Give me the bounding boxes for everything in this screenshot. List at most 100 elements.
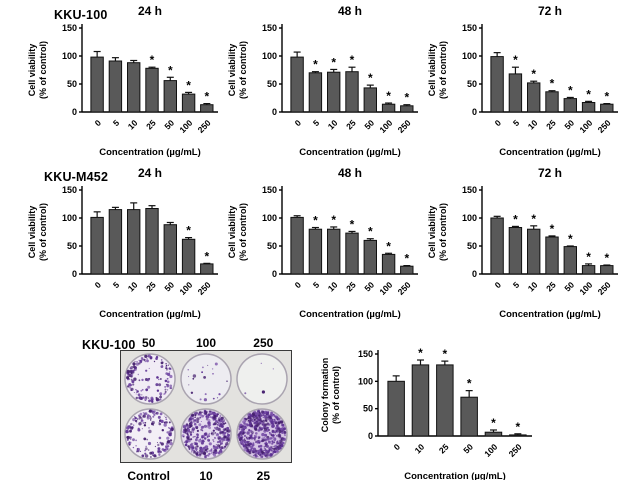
svg-text:*: *	[605, 251, 610, 265]
svg-text:150: 150	[262, 185, 277, 195]
svg-text:0: 0	[93, 280, 104, 291]
svg-text:Cell viability: Cell viability	[27, 44, 37, 97]
svg-text:50: 50	[562, 118, 576, 132]
svg-text:50: 50	[67, 79, 77, 89]
svg-text:150: 150	[462, 185, 477, 195]
svg-text:*: *	[513, 53, 518, 67]
plate-top-labels: 50 100 250	[120, 337, 292, 350]
well-label-100: 100	[195, 336, 216, 350]
svg-text:0: 0	[272, 107, 277, 117]
svg-text:100: 100	[358, 376, 373, 386]
svg-text:100: 100	[482, 442, 499, 459]
svg-text:Concentration (µg/mL): Concentration (µg/mL)	[404, 471, 506, 480]
svg-text:*: *	[586, 87, 591, 101]
svg-text:50: 50	[562, 280, 576, 294]
svg-text:5: 5	[311, 118, 322, 129]
svg-text:Cell viability: Cell viability	[227, 44, 237, 97]
svg-text:*: *	[350, 217, 355, 231]
svg-text:250: 250	[396, 118, 413, 135]
svg-text:10: 10	[526, 280, 540, 294]
svg-text:250: 250	[507, 442, 524, 459]
svg-text:*: *	[405, 252, 410, 266]
svg-text:0: 0	[368, 431, 373, 441]
svg-text:*: *	[313, 58, 318, 72]
svg-text:Cell viability: Cell viability	[227, 206, 237, 259]
svg-text:100: 100	[462, 51, 477, 61]
svg-text:(% of control): (% of control)	[38, 41, 48, 99]
svg-text:*: *	[568, 83, 573, 97]
svg-text:100: 100	[377, 118, 394, 135]
svg-text:50: 50	[362, 118, 376, 132]
svg-text:100: 100	[462, 213, 477, 223]
svg-text:5: 5	[111, 280, 122, 291]
svg-text:*: *	[531, 67, 536, 81]
svg-text:25: 25	[344, 280, 358, 294]
svg-text:72 h: 72 h	[538, 166, 562, 180]
chart-kku100-48h: 48 h Cell viability (% of control) 0 50 100 15…	[226, 2, 426, 158]
svg-text:Cell viability: Cell viability	[27, 206, 37, 259]
svg-text:0: 0	[392, 442, 403, 453]
svg-text:50: 50	[267, 79, 277, 89]
well-label-50: 50	[141, 336, 156, 350]
svg-text:50: 50	[363, 404, 373, 414]
svg-text:*: *	[386, 239, 391, 253]
chart-colony-formation: Colony formation (% of control) 0 50 100 150 0…	[318, 330, 548, 480]
svg-text:150: 150	[358, 349, 373, 359]
chart-kku100-24h: 24 h Cell viability (% of control) 0 50 100 15…	[26, 2, 226, 158]
svg-text:*: *	[550, 222, 555, 236]
chart-kkum452-72h: 72 h Cell viability (% of control) 0 50 100 15…	[426, 164, 626, 320]
svg-text:*: *	[313, 214, 318, 228]
svg-text:*: *	[331, 213, 336, 227]
chart-kkum452-24h: 24 h Cell viability (% of control) 0 50 100 15…	[26, 164, 226, 320]
svg-text:24 h: 24 h	[138, 4, 162, 18]
svg-text:5: 5	[511, 280, 522, 291]
svg-text:*: *	[150, 53, 155, 67]
cell-line-label-kku100: KKU-100	[54, 8, 108, 22]
svg-text:25: 25	[544, 280, 558, 294]
svg-text:250: 250	[196, 118, 213, 135]
svg-text:Concentration (µg/mL): Concentration (µg/mL)	[499, 147, 601, 158]
svg-text:10: 10	[526, 118, 540, 132]
svg-text:*: *	[386, 89, 391, 103]
svg-text:*: *	[442, 347, 447, 361]
svg-text:*: *	[467, 377, 472, 391]
svg-text:0: 0	[493, 280, 504, 291]
svg-text:(% of control): (% of control)	[438, 203, 448, 261]
svg-text:*: *	[550, 77, 555, 91]
svg-text:25: 25	[344, 118, 358, 132]
svg-text:0: 0	[493, 118, 504, 129]
chart-kkum452-48h: 48 h Cell viability (% of control) 0 50 100 15…	[226, 164, 426, 320]
svg-text:100: 100	[577, 280, 594, 297]
svg-text:150: 150	[262, 23, 277, 33]
svg-text:10: 10	[126, 280, 140, 294]
svg-text:*: *	[605, 90, 610, 104]
svg-text:*: *	[586, 250, 591, 264]
svg-text:24 h: 24 h	[138, 166, 162, 180]
svg-text:*: *	[186, 224, 191, 238]
well-label-250: 250	[253, 336, 274, 350]
svg-text:150: 150	[462, 23, 477, 33]
svg-text:10: 10	[413, 442, 427, 456]
svg-text:48 h: 48 h	[338, 166, 362, 180]
svg-text:*: *	[418, 346, 423, 360]
svg-text:Concentration (µg/mL): Concentration (µg/mL)	[299, 309, 401, 320]
svg-text:72 h: 72 h	[538, 4, 562, 18]
svg-text:100: 100	[577, 118, 594, 135]
svg-text:*: *	[405, 91, 410, 105]
viability-row-kkum452: 24 h Cell viability (% of control) 0 50 100 15…	[26, 164, 626, 320]
svg-text:*: *	[205, 90, 210, 104]
cell-line-label-kkum452: KKU-M452	[44, 170, 109, 184]
svg-text:0: 0	[272, 269, 277, 279]
svg-text:48 h: 48 h	[338, 4, 362, 18]
well-label-control: Control	[127, 469, 170, 480]
svg-text:100: 100	[262, 51, 277, 61]
svg-text:(% of control): (% of control)	[38, 203, 48, 261]
well-label-25: 25	[256, 469, 270, 480]
svg-text:100: 100	[377, 280, 394, 297]
svg-text:*: *	[568, 232, 573, 246]
svg-text:50: 50	[162, 118, 176, 132]
svg-text:10: 10	[126, 118, 140, 132]
plate-bottom-labels: Control 10 25	[120, 470, 292, 480]
svg-text:0: 0	[293, 118, 304, 129]
svg-text:25: 25	[437, 442, 451, 456]
